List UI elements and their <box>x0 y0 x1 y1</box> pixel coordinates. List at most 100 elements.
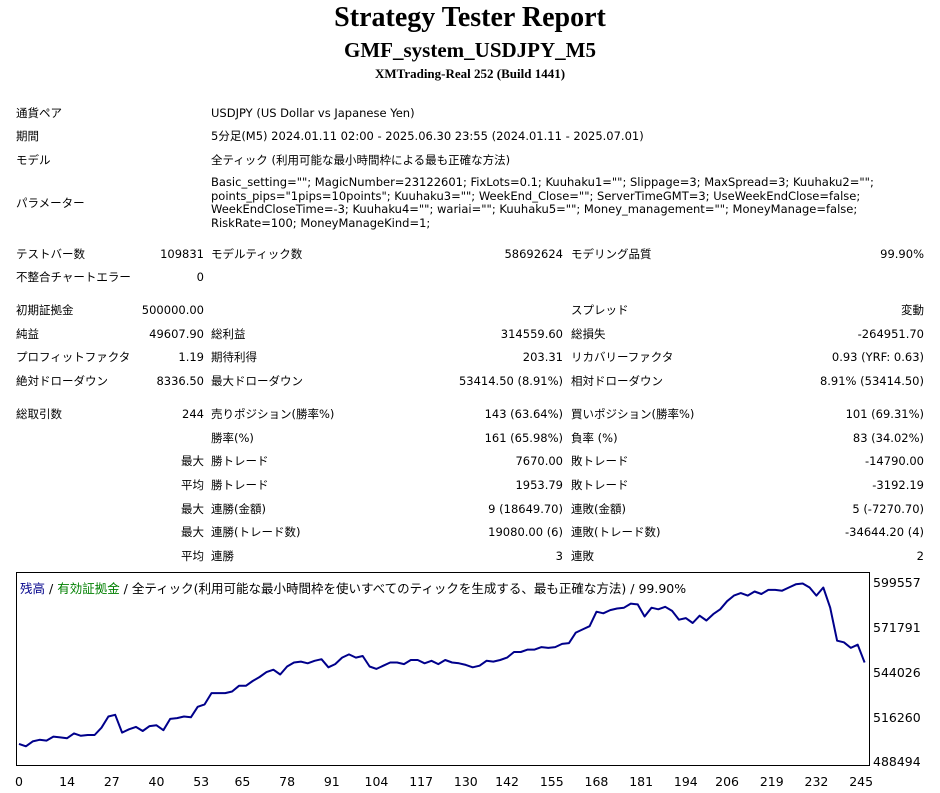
period-value: 5分足(M5) 2024.01.11 02:00 - 2025.06.30 23… <box>211 129 644 143</box>
legend-balance: 残高 <box>20 581 46 596</box>
spread-label: スプレッド <box>571 303 629 317</box>
y-tick-label: 544026 <box>873 664 921 680</box>
avg-win-value: 1953.79 <box>515 478 563 492</box>
x-tick-label: 14 <box>59 774 76 789</box>
model-value: 全ティック (利用可能な最小時間枠による最も正確な方法) <box>211 153 511 167</box>
period-label: 期間 <box>16 129 39 143</box>
ticks-value: 58692624 <box>504 247 563 261</box>
x-tick-label: 181 <box>629 774 654 789</box>
y-tick-label: 571791 <box>873 620 921 636</box>
y-tick-label: 516260 <box>873 709 921 725</box>
errors-value: 0 <box>196 270 204 284</box>
consec-win-amt-label: 連勝(金額) <box>211 502 266 516</box>
x-tick-label: 117 <box>409 774 434 789</box>
expected-label: 期待利得 <box>211 350 257 364</box>
legend-quality: 99.90% <box>638 581 687 596</box>
chart-legend: 残高 / 有効証拠金 / 全ティック(利用可能な最小時間枠を使いすべてのティック… <box>20 578 686 597</box>
net-value: 49607.90 <box>149 327 204 341</box>
consec-loss-amt-label: 連敗(金額) <box>571 502 626 516</box>
x-tick-label: 104 <box>364 774 389 789</box>
consec-loss-trades-label: 連敗(トレード数) <box>571 525 661 539</box>
consec-loss-trades-value: -34644.20 (4) <box>845 525 924 539</box>
avg-label-1: 平均 <box>181 478 204 492</box>
spread-value: 変動 <box>901 303 924 317</box>
gross-loss-value: -264951.70 <box>857 327 924 341</box>
loss-rate-value: 83 (34.02%) <box>852 431 924 445</box>
balance-line <box>18 582 866 748</box>
avg-loss-value: -3192.19 <box>872 478 924 492</box>
x-tick-label: 53 <box>193 774 210 789</box>
x-tick-label: 0 <box>15 774 23 789</box>
max-label-2: 最大 <box>181 502 204 516</box>
abs-dd-value: 8336.50 <box>156 374 204 388</box>
avg-consec-win-label: 連勝 <box>211 549 234 563</box>
max-label-3: 最大 <box>181 525 204 539</box>
consec-win-amt-value: 9 (18649.70) <box>488 502 563 516</box>
win-rate-label: 勝率(%) <box>211 431 254 445</box>
short-value: 143 (63.64%) <box>484 407 563 421</box>
y-tick-label: 599557 <box>873 575 921 591</box>
net-label: 純益 <box>16 327 39 341</box>
x-tick-label: 65 <box>234 774 251 789</box>
loss-rate-label: 負率 (%) <box>571 431 618 445</box>
legend-model: 全ティック(利用可能な最小時間枠を使いすべてのティックを生成する、最も正確な方法… <box>131 581 627 596</box>
long-label: 買いポジション(勝率%) <box>571 407 695 421</box>
consec-loss-amt-value: 5 (-7270.70) <box>852 502 924 516</box>
x-tick-label: 245 <box>849 774 874 789</box>
quality-label: モデリング品質 <box>571 247 652 261</box>
pf-value: 1.19 <box>178 350 204 364</box>
model-label: モデル <box>16 153 51 167</box>
recovery-value: 0.93 (YRF: 0.63) <box>831 350 924 364</box>
x-tick-label: 206 <box>715 774 739 789</box>
balance-chart-svg <box>18 582 866 748</box>
quality-value: 99.90% <box>880 247 924 261</box>
recovery-label: リカバリーファクタ <box>571 350 674 364</box>
rel-dd-label: 相対ドローダウン <box>571 374 663 388</box>
trades-label: 総取引数 <box>16 407 62 421</box>
x-tick-label: 91 <box>323 774 340 789</box>
max-loss-label: 敗トレード <box>571 454 629 468</box>
max-label-1: 最大 <box>181 454 204 468</box>
max-dd-label: 最大ドローダウン <box>211 374 303 388</box>
server-info: XMTrading-Real 252 (Build 1441) <box>374 66 566 81</box>
x-tick-label: 168 <box>584 774 609 789</box>
avg-consec-loss-value: 2 <box>916 549 924 563</box>
deposit-label: 初期証拠金 <box>16 303 74 317</box>
pf-label: プロフィットファクタ <box>16 350 131 364</box>
deposit-value: 500000.00 <box>141 303 204 317</box>
params-label: パラメーター <box>16 196 85 210</box>
ticks-label: モデルティック数 <box>211 247 303 261</box>
symbol-value: USDJPY (US Dollar vs Japanese Yen) <box>211 106 415 120</box>
symbol-label: 通貨ペア <box>16 106 62 120</box>
consec-win-trades-label: 連勝(トレード数) <box>211 525 301 539</box>
gross-profit-value: 314559.60 <box>500 327 563 341</box>
legend-sep-2: / <box>119 581 132 596</box>
legend-sep-1: / <box>45 581 58 596</box>
balance-chart <box>16 572 870 766</box>
rel-dd-value: 8.91% (53414.50) <box>819 374 924 388</box>
consec-win-trades-value: 19080.00 (6) <box>488 525 563 539</box>
x-tick-label: 40 <box>148 774 165 789</box>
trades-value: 244 <box>182 407 204 421</box>
y-tick-label: 488494 <box>873 754 921 770</box>
x-tick-label: 142 <box>495 774 519 789</box>
avg-consec-loss-label: 連敗 <box>571 549 594 563</box>
avg-win-label: 勝トレード <box>211 478 269 492</box>
max-loss-value: -14790.00 <box>864 454 924 468</box>
avg-consec-win-value: 3 <box>555 549 563 563</box>
x-tick-label: 219 <box>759 774 784 789</box>
ea-name: GMF_system_USDJPY_M5 <box>344 38 596 62</box>
x-tick-label: 130 <box>453 774 478 789</box>
short-label: 売りポジション(勝率%) <box>211 407 335 421</box>
max-win-label: 勝トレード <box>211 454 269 468</box>
x-tick-label: 194 <box>673 774 698 789</box>
errors-label: 不整合チャートエラー <box>16 270 131 284</box>
x-tick-label: 155 <box>539 774 564 789</box>
x-tick-label: 78 <box>279 774 296 789</box>
expected-value: 203.31 <box>522 350 563 364</box>
avg-label-2: 平均 <box>181 549 204 563</box>
gross-profit-label: 総利益 <box>211 327 246 341</box>
long-value: 101 (69.31%) <box>845 407 924 421</box>
max-win-value: 7670.00 <box>515 454 563 468</box>
max-dd-value: 53414.50 (8.91%) <box>458 374 563 388</box>
